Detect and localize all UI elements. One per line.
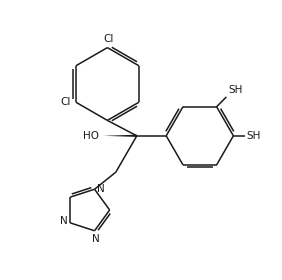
Text: Cl: Cl [60,97,71,107]
Text: SH: SH [228,85,243,95]
Text: SH: SH [247,131,261,141]
Polygon shape [103,135,137,137]
Text: Cl: Cl [103,34,114,44]
Text: HO: HO [83,131,99,141]
Text: N: N [97,184,105,194]
Text: N: N [92,234,100,244]
Text: N: N [60,216,68,227]
